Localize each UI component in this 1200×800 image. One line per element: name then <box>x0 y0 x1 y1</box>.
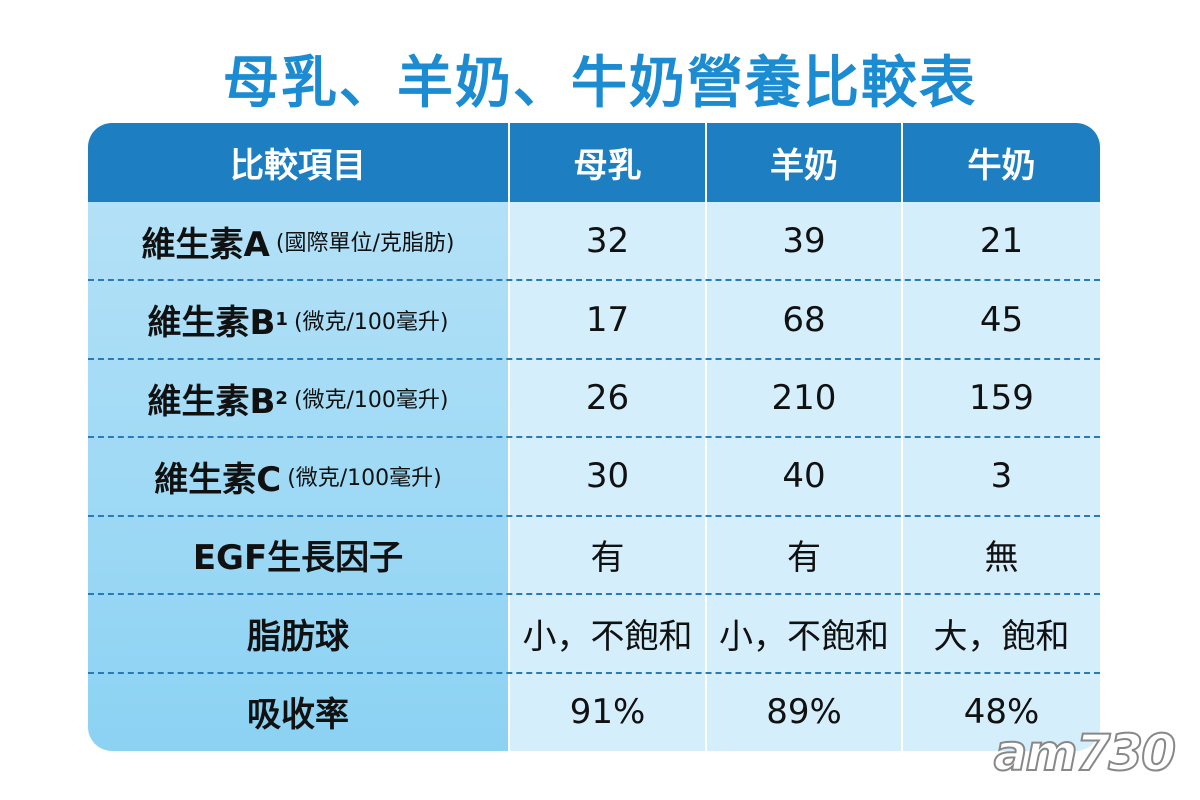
row-separator <box>88 357 1100 360</box>
value-cell: 40 <box>707 437 903 516</box>
table-row: 維生素B 1 (微克/100毫升) 17 68 45 <box>88 280 1100 359</box>
value-cell: 68 <box>707 280 903 359</box>
value-cell: 39 <box>707 202 903 281</box>
value-cell: 小，不飽和 <box>707 594 903 673</box>
label-unit: (微克/100毫升) <box>287 466 442 492</box>
header-row: 比較項目 母乳 羊奶 牛奶 <box>88 123 1100 202</box>
value-cell: 小，不飽和 <box>510 594 707 673</box>
row-label: EGF生長因子 <box>88 515 510 595</box>
label-subscript: 2 <box>275 387 288 409</box>
value-cell: 17 <box>510 280 707 359</box>
table-row: 吸收率 91% 89% 48% <box>88 672 1100 751</box>
row-separator <box>88 593 1100 596</box>
label-text: 維生素A <box>141 224 270 265</box>
value-cell: 大，飽和 <box>903 594 1100 673</box>
label-text: 脂肪球 <box>247 616 349 657</box>
label-subscript: 1 <box>275 309 288 331</box>
row-label: 脂肪球 <box>88 594 510 673</box>
value-cell: 無 <box>903 515 1100 595</box>
value-cell: 有 <box>510 515 707 595</box>
table: 比較項目 母乳 羊奶 牛奶 維生素A (國際單位/克脂肪) 32 39 21 維生素B 1 (微克/1… <box>88 123 1100 751</box>
header-cell: 母乳 <box>510 123 707 202</box>
value-cell: 3 <box>903 437 1100 516</box>
row-label: 吸收率 <box>88 672 510 751</box>
label-text: EGF生長因子 <box>192 538 404 579</box>
header-cell: 牛奶 <box>903 123 1100 202</box>
table-row: 維生素C (微克/100毫升) 30 40 3 <box>88 437 1100 516</box>
label-text: 維生素B <box>147 303 276 344</box>
value-cell: 91% <box>510 672 707 751</box>
label-text: 維生素C <box>154 459 282 500</box>
label-unit: (微克/100毫升) <box>293 309 449 335</box>
title: 母乳、羊奶、牛奶營養比較表 <box>223 51 977 116</box>
label-unit: (國際單位/克脂肪) <box>275 231 455 257</box>
table-row: 維生素A (國際單位/克脂肪) 32 39 21 <box>88 202 1100 281</box>
table-row: EGF生長因子有有無 <box>88 515 1100 595</box>
row-label: 維生素B 2 (微克/100毫升) <box>88 358 510 438</box>
value-cell: 45 <box>903 280 1100 359</box>
label-unit: (微克/100毫升) <box>293 388 449 414</box>
row-label: 維生素C (微克/100毫升) <box>88 437 510 516</box>
value-cell: 26 <box>510 358 707 438</box>
label-column-bg <box>88 202 510 751</box>
watermark: am730 <box>993 723 1177 783</box>
row-separator <box>88 436 1100 439</box>
table-row: 維生素B 2 (微克/100毫升) 26 210 159 <box>88 358 1100 438</box>
row-label: 維生素B 1 (微克/100毫升) <box>88 280 510 359</box>
value-cell: 159 <box>903 358 1100 438</box>
label-text: 吸收率 <box>247 695 349 736</box>
label-text: 維生素B <box>147 381 276 422</box>
value-cell: 32 <box>510 202 707 281</box>
value-cell: 21 <box>903 202 1100 281</box>
row-separator <box>88 279 1100 282</box>
value-cell: 有 <box>707 515 903 595</box>
row-separator <box>88 514 1100 517</box>
row-label: 維生素A (國際單位/克脂肪) <box>88 202 510 281</box>
value-cell: 30 <box>510 437 707 516</box>
header-cell: 比較項目 <box>88 123 510 202</box>
row-separator <box>88 671 1100 674</box>
table-row: 脂肪球 小，不飽和 小，不飽和 大，飽和 <box>88 594 1100 673</box>
value-cell: 210 <box>707 358 903 438</box>
header-cell: 羊奶 <box>707 123 903 202</box>
value-cell: 89% <box>707 672 903 751</box>
value-cell: 48% <box>903 672 1100 751</box>
